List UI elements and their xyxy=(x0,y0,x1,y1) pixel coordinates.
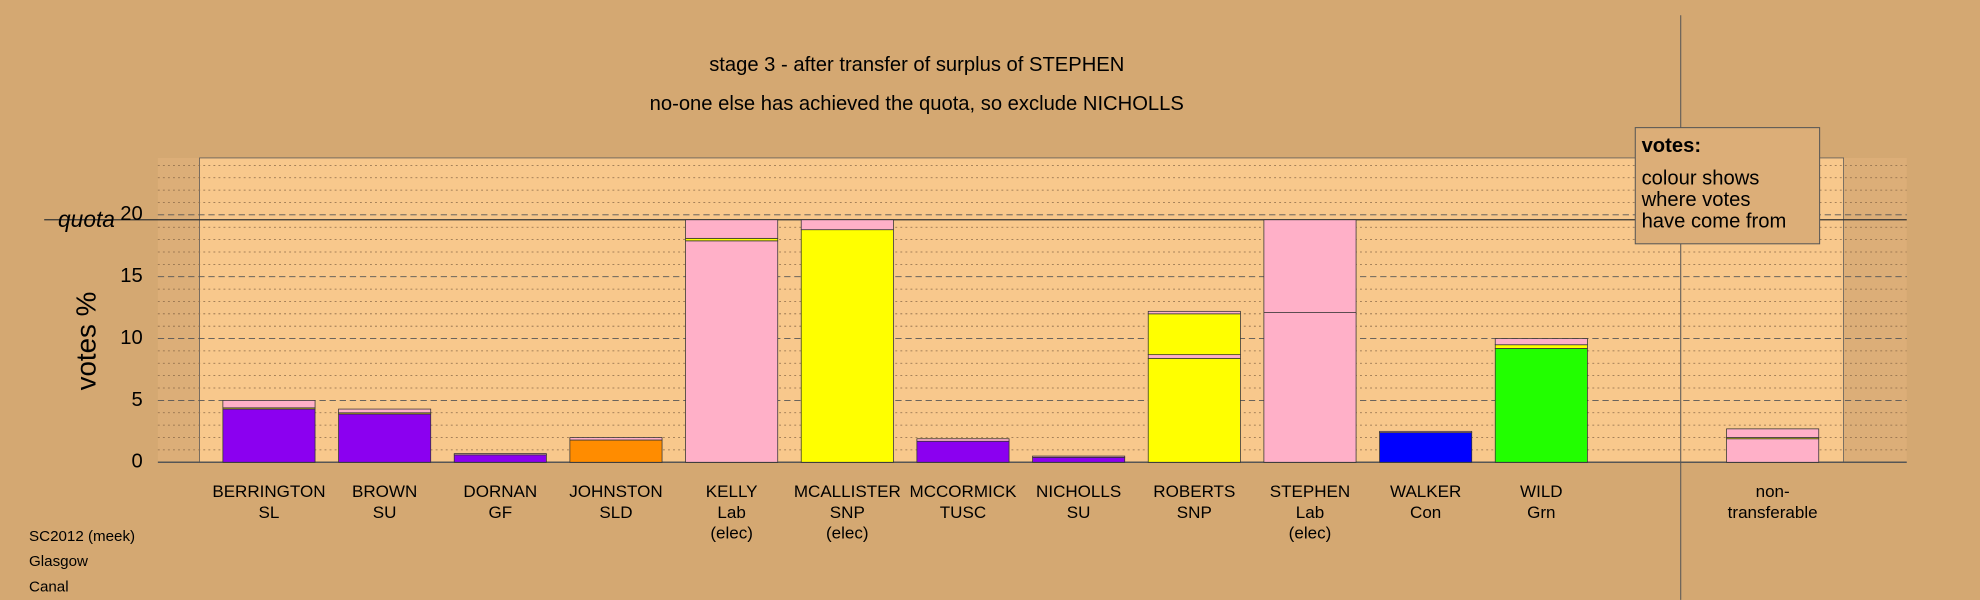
x-tick-label: non- xyxy=(1756,482,1790,501)
bar-segment xyxy=(1147,354,1241,359)
chart-subtitle: no-one else has achieved the quota, so e… xyxy=(650,93,1184,115)
footer-text: Glasgow xyxy=(29,553,88,570)
x-tick-label: NICHOLLS xyxy=(1036,482,1121,501)
bar-segment xyxy=(916,440,1010,463)
y-tick-label: 0 xyxy=(131,451,142,473)
x-tick-label: (elec) xyxy=(826,524,869,543)
bar-segment xyxy=(222,400,316,409)
bar-segment xyxy=(685,219,779,239)
legend-line: colour shows xyxy=(1642,168,1760,190)
legend-line: have come from xyxy=(1642,211,1787,233)
plot-area xyxy=(199,157,1845,463)
footer-text: SC2012 (meek) xyxy=(29,528,135,545)
y-tick-label: 10 xyxy=(120,327,142,349)
bar-segment xyxy=(1263,219,1357,313)
x-tick-label: Con xyxy=(1410,503,1441,522)
x-tick-label: SLD xyxy=(599,503,632,522)
x-tick-label: SU xyxy=(373,503,397,522)
bar-segment xyxy=(569,439,663,463)
bar-segment xyxy=(800,219,894,231)
bars xyxy=(222,219,1820,463)
x-tick-label: SL xyxy=(259,503,280,522)
bar-segment xyxy=(569,437,663,441)
bar-segment xyxy=(1726,438,1820,463)
x-tick-label: KELLY xyxy=(706,482,758,501)
bar-segment xyxy=(453,454,547,463)
x-tick-label: JOHNSTON xyxy=(569,482,662,501)
x-tick-label: (elec) xyxy=(710,524,753,543)
bar-segment xyxy=(222,408,316,463)
x-tick-label: Lab xyxy=(717,503,745,522)
x-tick-label: TUSC xyxy=(940,503,986,522)
x-tick-label: SNP xyxy=(830,503,865,522)
bar-segment xyxy=(1147,313,1241,356)
legend-title: votes: xyxy=(1642,135,1701,157)
bar-segment xyxy=(1379,430,1473,433)
bar-segment xyxy=(1147,357,1241,463)
x-tick-label: MCALLISTER xyxy=(794,482,901,501)
bar-segment xyxy=(685,240,779,463)
x-tick-label: DORNAN xyxy=(463,482,537,501)
grid xyxy=(44,164,1907,464)
chart-title: stage 3 - after transfer of surplus of S… xyxy=(709,54,1124,76)
y-axis-label: votes % xyxy=(71,292,102,391)
bar-segment xyxy=(800,229,894,463)
x-tick-label: Lab xyxy=(1296,503,1324,522)
bar-segment xyxy=(1494,348,1588,463)
legend-box xyxy=(1634,127,1821,245)
bar-segment xyxy=(1494,344,1588,349)
legend: votes: colour shows where votes have com… xyxy=(1634,127,1821,245)
x-tick-label: STEPHEN xyxy=(1270,482,1350,501)
bar-segment xyxy=(1032,455,1126,458)
x-tick-label: GF xyxy=(488,503,512,522)
footer-text: Canal xyxy=(29,578,69,595)
bar-segment xyxy=(916,438,1010,442)
legend-line: where votes xyxy=(1641,189,1751,211)
y-tick-label: 20 xyxy=(120,203,142,225)
x-tick-label: (elec) xyxy=(1289,524,1332,543)
bar-segment xyxy=(453,453,547,456)
x-tick-label: SNP xyxy=(1177,503,1212,522)
bar-segment xyxy=(1147,310,1241,315)
x-tick-label: MCCORMICK xyxy=(910,482,1018,501)
x-tick-label: BERRINGTON xyxy=(212,482,325,501)
x-tick-label: ROBERTS xyxy=(1153,482,1235,501)
bar-segment xyxy=(338,413,432,463)
bar-segment xyxy=(1032,456,1126,463)
x-tick-label: SU xyxy=(1067,503,1091,522)
bar-segment xyxy=(338,408,432,414)
y-tick-label: 15 xyxy=(120,265,142,287)
x-tick-label: transferable xyxy=(1728,503,1818,522)
quota-label: quota xyxy=(58,206,115,232)
bar-segment xyxy=(1263,312,1357,463)
bar-segment xyxy=(1379,432,1473,463)
y-tick-label: 5 xyxy=(131,389,142,411)
x-tick-label: BROWN xyxy=(352,482,417,501)
bar-segment xyxy=(1726,428,1820,438)
x-tick-label: Grn xyxy=(1527,503,1555,522)
x-tick-label: WILD xyxy=(1520,482,1563,501)
x-tick-label: WALKER xyxy=(1390,482,1461,501)
bar-segment xyxy=(1494,338,1588,346)
